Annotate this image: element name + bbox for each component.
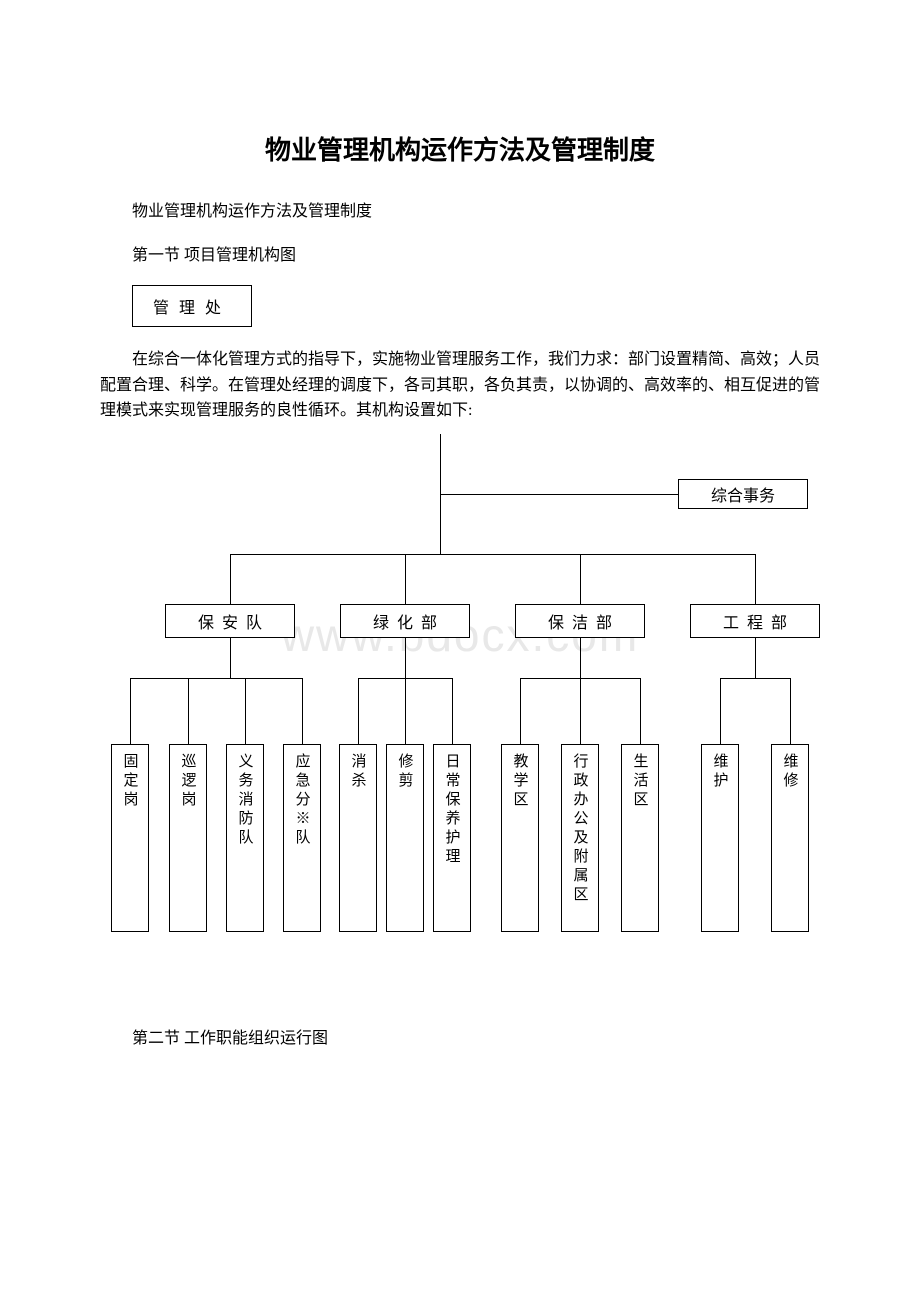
- leaf-fire-team: 义务消防队: [226, 744, 264, 932]
- page-title: 物业管理机构运作方法及管理制度: [100, 130, 820, 167]
- line-eng-d1: [720, 678, 721, 744]
- line-l2-drop3: [580, 554, 581, 604]
- leaf-patrol: 巡逻岗: [169, 744, 207, 932]
- line-grn-d2: [405, 678, 406, 744]
- leaf-admin: 行政办公及附属区: [561, 744, 599, 932]
- line-sec-v: [230, 638, 231, 678]
- line-l2-drop1: [230, 554, 231, 604]
- line-eng-v: [755, 638, 756, 678]
- line-top-h: [440, 494, 678, 495]
- line-l2-drop4: [755, 554, 756, 604]
- line-eng-d2: [790, 678, 791, 744]
- line-sec-d3: [245, 678, 246, 744]
- box-engineering: 工程部: [690, 604, 820, 638]
- org-chart: 综合事务 保安队 绿化部 保洁部 工程部: [100, 434, 820, 994]
- leaf-repair: 维修: [771, 744, 809, 932]
- leaf-emergency: 应急分※队: [283, 744, 321, 932]
- leaf-teaching: 教学区: [501, 744, 539, 932]
- line-cln-v: [580, 638, 581, 678]
- line-mid-v: [440, 494, 441, 554]
- management-box: 管理处: [132, 285, 252, 327]
- leaf-daily-care: 日常保养护理: [433, 744, 471, 932]
- line-cln-d1: [520, 678, 521, 744]
- line-l2-bus: [230, 554, 755, 555]
- intro-paragraph: 在综合一体化管理方式的指导下，实施物业管理服务工作，我们力求：部门设置精简、高效…: [100, 347, 820, 424]
- line-grn-v: [405, 638, 406, 678]
- line-grn-d3: [452, 678, 453, 744]
- box-security: 保安队: [165, 604, 295, 638]
- leaf-trim: 修剪: [386, 744, 424, 932]
- section2-heading: 第二节 工作职能组织运行图: [100, 1024, 820, 1048]
- line-cln-d3: [640, 678, 641, 744]
- line-sec-d4: [302, 678, 303, 744]
- box-green: 绿化部: [340, 604, 470, 638]
- line-top-v: [440, 434, 441, 494]
- line-l2-drop2: [405, 554, 406, 604]
- leaf-living: 生活区: [621, 744, 659, 932]
- leaf-fixed-post: 固定岗: [111, 744, 149, 932]
- line-grn-d1: [358, 678, 359, 744]
- box-clean: 保洁部: [515, 604, 645, 638]
- section1-heading: 第一节 项目管理机构图: [100, 241, 820, 265]
- leaf-maintain: 维护: [701, 744, 739, 932]
- line-sec-d1: [130, 678, 131, 744]
- box-general-affairs: 综合事务: [678, 479, 808, 509]
- leaf-disinfect: 消杀: [339, 744, 377, 932]
- line-sec-d2: [188, 678, 189, 744]
- line-cln-d2: [580, 678, 581, 744]
- line-sec-h: [130, 678, 302, 679]
- subtitle: 物业管理机构运作方法及管理制度: [100, 197, 820, 221]
- line-eng-h: [720, 678, 790, 679]
